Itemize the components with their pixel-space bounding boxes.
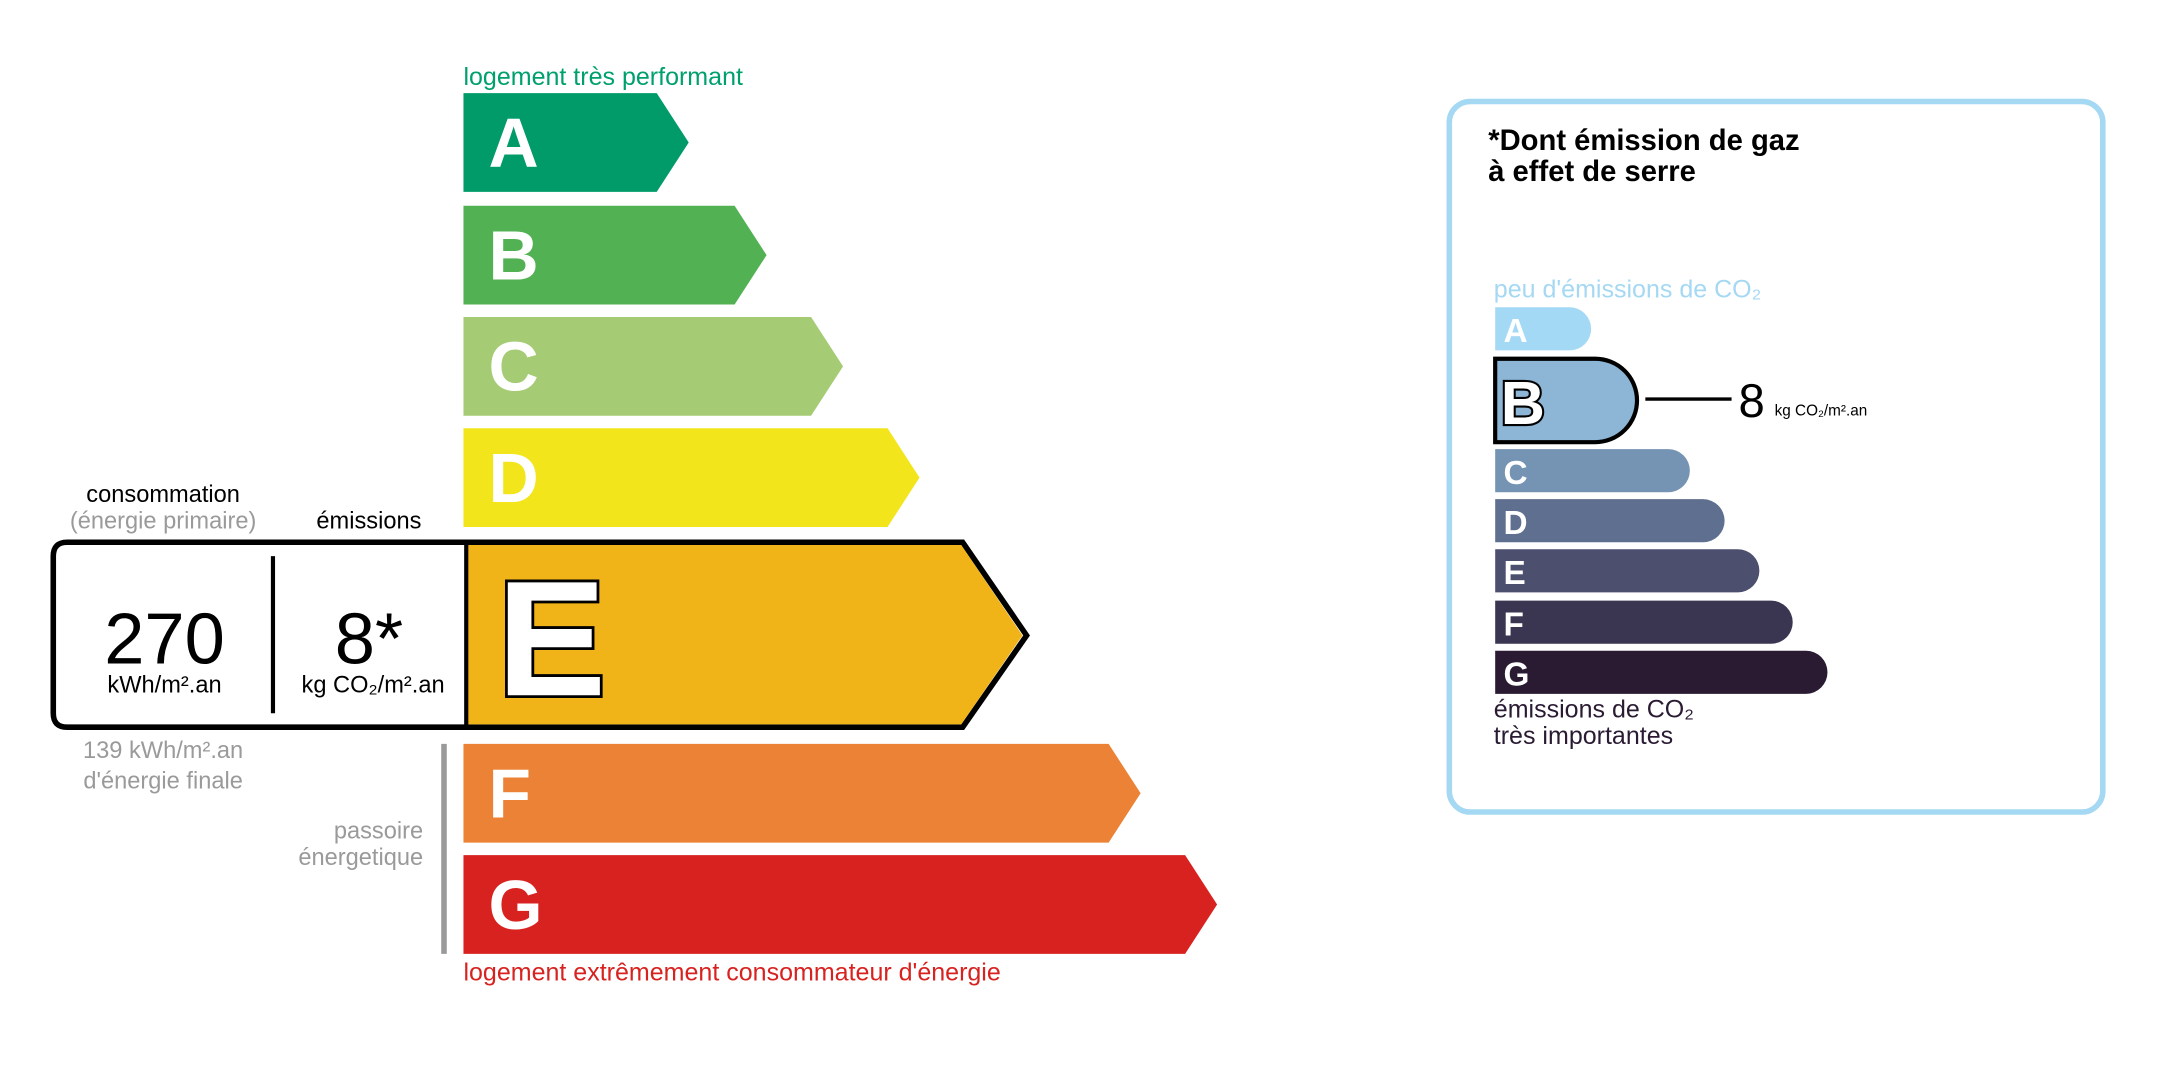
energy-letter-d: D (488, 439, 538, 517)
ghg-bar-g (1495, 650, 1828, 694)
energy-bottom-label: logement extrêmement consommateur d'éner… (463, 958, 1000, 986)
ghg-top-label: peu d'émissions de CO₂ (1494, 276, 1762, 304)
ghg-letter-f: F (1504, 606, 1524, 643)
energy-bar-g (463, 855, 1218, 954)
passoire-label-2: énergetique (298, 845, 423, 871)
ghg-letter-e: E (1504, 555, 1526, 592)
energy-letter-g: G (488, 866, 542, 944)
energy-bar-a (463, 93, 689, 192)
ghg-bottom-label-1: émissions de CO₂ (1494, 695, 1694, 723)
ghg-bar-b (1493, 356, 1640, 445)
passoire-label-1: passoire (334, 818, 423, 844)
final-energy-value: 139 kWh/m².an (83, 738, 243, 764)
energy-letter-b: B (488, 216, 538, 294)
ghg-bar-e (1495, 549, 1760, 593)
ghg-letter-a: A (1504, 313, 1528, 350)
ghg-title-2: à effet de serre (1488, 156, 1696, 188)
ghg-bar-c (1495, 449, 1690, 493)
final-energy-label: d'énergie finale (83, 768, 243, 794)
ghg-letter-d: D (1504, 505, 1528, 542)
ghg-unit: kg CO₂/m².an (1775, 403, 1868, 420)
emissions-label: émissions (316, 508, 421, 534)
ghg-bar-f (1495, 600, 1793, 644)
consumption-value: 270 (104, 599, 225, 679)
energy-letter-c: C (488, 328, 538, 406)
energy-bar-c (463, 317, 844, 416)
ghg-letter-g: G (1504, 656, 1530, 693)
consumption-unit: kWh/m².an (107, 672, 221, 698)
ghg-bar-d (1495, 499, 1725, 543)
consumption-label: consommation (86, 482, 240, 508)
ghg-letter-c: C (1504, 455, 1528, 492)
energy-letter-a: A (488, 104, 538, 182)
energy-current-letter: E (497, 546, 606, 730)
emissions-unit: kg CO₂/m².an (302, 672, 445, 698)
ghg-value: 8 (1739, 375, 1765, 428)
energy-bar-e (466, 545, 1023, 725)
emissions-value: 8* (335, 599, 403, 679)
energy-bar-b (463, 205, 767, 305)
energy-letter-f: F (488, 755, 530, 833)
consumption-sublabel: (énergie primaire) (70, 508, 256, 534)
energy-bar-d (463, 428, 920, 527)
ghg-letter-b: B (1501, 369, 1545, 437)
ghg-bar-a (1495, 307, 1592, 351)
ghg-title-1: *Dont émission de gaz (1488, 125, 1799, 157)
energy-top-label: logement très performant (463, 63, 743, 91)
energy-bar-f (463, 743, 1141, 843)
ghg-bottom-label-2: très importantes (1494, 722, 1673, 750)
